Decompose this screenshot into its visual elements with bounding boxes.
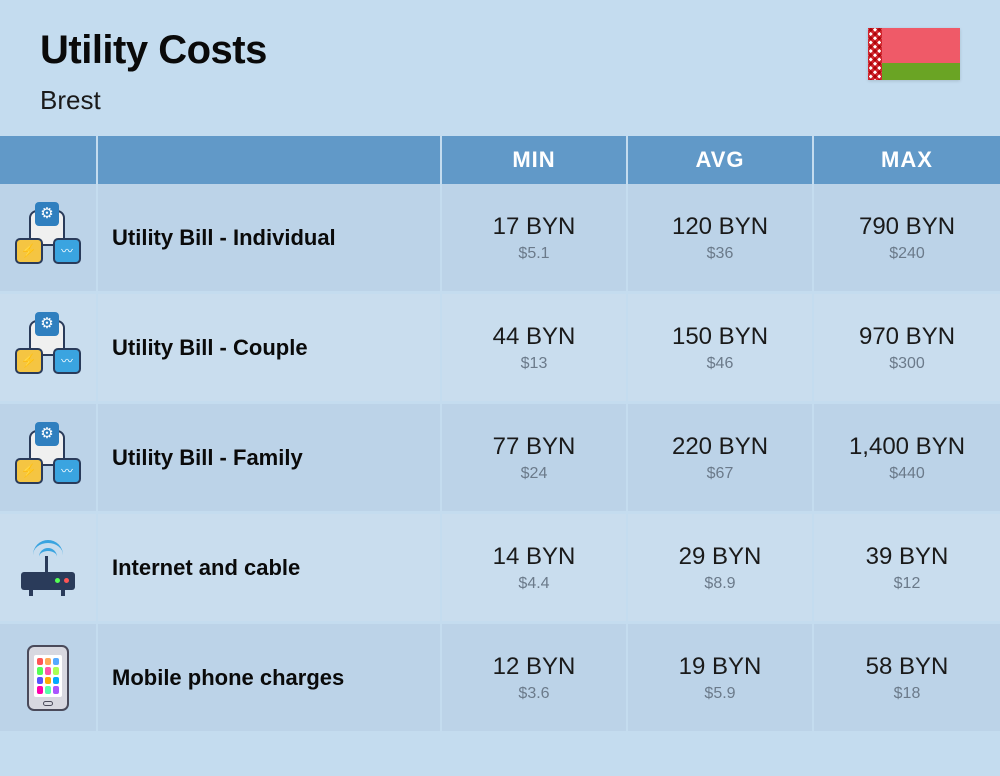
costs-table: MIN AVG MAX Utility Bill - Individual17 …: [0, 136, 1000, 734]
row-avg: 150 BYN $46: [628, 294, 814, 401]
phone-icon: [27, 645, 69, 711]
row-label: Utility Bill - Family: [98, 404, 442, 511]
row-avg: 220 BYN $67: [628, 404, 814, 511]
utility-icon: [15, 208, 81, 268]
max-secondary: $18: [894, 685, 921, 703]
row-min: 44 BYN $13: [442, 294, 628, 401]
min-secondary: $4.4: [518, 575, 549, 593]
row-label: Utility Bill - Couple: [98, 294, 442, 401]
max-primary: 790 BYN: [859, 213, 955, 241]
row-icon-cell: [0, 514, 98, 621]
row-min: 12 BYN $3.6: [442, 624, 628, 731]
avg-secondary: $67: [707, 465, 734, 483]
table-row: Internet and cable 14 BYN $4.4 29 BYN $8.9 39…: [0, 514, 1000, 624]
avg-secondary: $8.9: [704, 575, 735, 593]
min-primary: 77 BYN: [493, 433, 576, 461]
max-secondary: $12: [894, 575, 921, 593]
max-primary: 1,400 BYN: [849, 433, 965, 461]
min-secondary: $24: [521, 465, 548, 483]
row-icon-cell: [0, 404, 98, 511]
row-avg: 29 BYN $8.9: [628, 514, 814, 621]
title-block: Utility Costs Brest: [40, 28, 267, 116]
th-label: [98, 136, 442, 184]
min-secondary: $13: [521, 355, 548, 373]
min-primary: 12 BYN: [493, 653, 576, 681]
avg-primary: 120 BYN: [672, 213, 768, 241]
table-header: MIN AVG MAX: [0, 136, 1000, 184]
row-avg: 120 BYN $36: [628, 184, 814, 291]
max-secondary: $240: [889, 245, 925, 263]
router-icon: [15, 540, 81, 596]
table-body: Utility Bill - Individual 17 BYN $5.1 120 B…: [0, 184, 1000, 734]
max-secondary: $440: [889, 465, 925, 483]
row-max: 970 BYN $300: [814, 294, 1000, 401]
row-min: 77 BYN $24: [442, 404, 628, 511]
row-label: Internet and cable: [98, 514, 442, 621]
th-icon: [0, 136, 98, 184]
th-min: MIN: [442, 136, 628, 184]
row-max: 1,400 BYN $440: [814, 404, 1000, 511]
avg-primary: 29 BYN: [679, 543, 762, 571]
row-icon-cell: [0, 294, 98, 401]
th-max: MAX: [814, 136, 1000, 184]
header: Utility Costs Brest: [0, 0, 1000, 136]
max-primary: 58 BYN: [866, 653, 949, 681]
max-secondary: $300: [889, 355, 925, 373]
row-label: Utility Bill - Individual: [98, 184, 442, 291]
row-avg: 19 BYN $5.9: [628, 624, 814, 731]
avg-primary: 220 BYN: [672, 433, 768, 461]
row-max: 790 BYN $240: [814, 184, 1000, 291]
th-avg: AVG: [628, 136, 814, 184]
row-icon-cell: [0, 184, 98, 291]
min-primary: 14 BYN: [493, 543, 576, 571]
min-primary: 17 BYN: [493, 213, 576, 241]
utility-icon: [15, 318, 81, 378]
avg-primary: 150 BYN: [672, 323, 768, 351]
row-icon-cell: [0, 624, 98, 731]
avg-secondary: $36: [707, 245, 734, 263]
utility-icon: [15, 428, 81, 488]
row-max: 39 BYN $12: [814, 514, 1000, 621]
table-row: Utility Bill - Family 77 BYN $24 220 BYN $67…: [0, 404, 1000, 514]
belarus-flag-icon: [868, 28, 960, 80]
max-primary: 970 BYN: [859, 323, 955, 351]
table-row: Utility Bill - Individual 17 BYN $5.1 120 B…: [0, 184, 1000, 294]
row-min: 17 BYN $5.1: [442, 184, 628, 291]
avg-secondary: $46: [707, 355, 734, 373]
page-subtitle: Brest: [40, 85, 267, 116]
row-label: Mobile phone charges: [98, 624, 442, 731]
avg-primary: 19 BYN: [679, 653, 762, 681]
max-primary: 39 BYN: [866, 543, 949, 571]
table-row: Mobile phone charges 12 BYN $3.6 19 BYN $5.9…: [0, 624, 1000, 734]
min-secondary: $3.6: [518, 685, 549, 703]
row-min: 14 BYN $4.4: [442, 514, 628, 621]
row-max: 58 BYN $18: [814, 624, 1000, 731]
min-secondary: $5.1: [518, 245, 549, 263]
page-title: Utility Costs: [40, 28, 267, 73]
avg-secondary: $5.9: [704, 685, 735, 703]
min-primary: 44 BYN: [493, 323, 576, 351]
table-row: Utility Bill - Couple 44 BYN $13 150 BYN $46…: [0, 294, 1000, 404]
